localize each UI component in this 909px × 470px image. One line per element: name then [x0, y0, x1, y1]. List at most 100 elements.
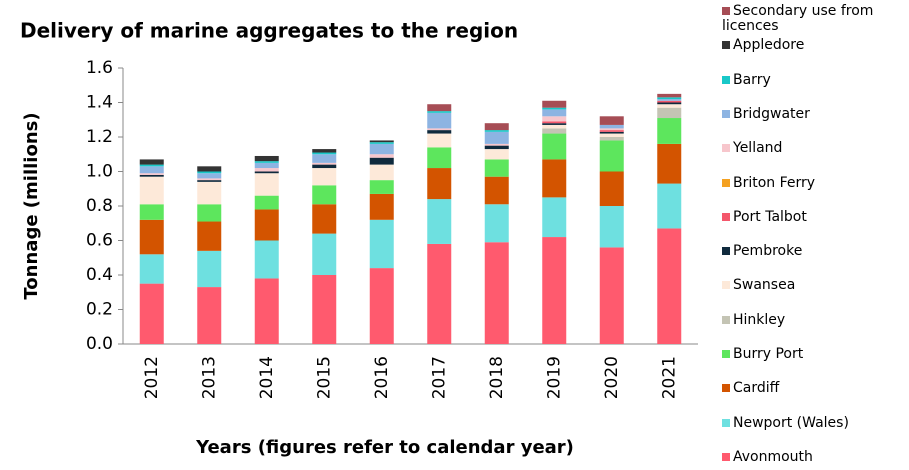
bar-segment [254, 240, 279, 279]
bar-segment [542, 124, 567, 129]
bar-segment [197, 178, 222, 181]
bar-segment [312, 204, 337, 234]
legend-label: Burry Port [733, 346, 804, 362]
legend-item: Pembroke [722, 244, 902, 259]
legend-item: Newport (Wales) [722, 414, 902, 431]
bar-segment [369, 193, 394, 220]
bar-segment [542, 109, 567, 117]
bar-segment [427, 111, 452, 113]
bar-segment [312, 275, 337, 344]
bar-segment [139, 204, 164, 220]
legend-label: Pembroke [733, 243, 803, 260]
legend-label: Briton Ferry [733, 174, 816, 191]
bar-segment [139, 166, 164, 174]
x-tick-label: 2013 [199, 356, 219, 399]
bar-segment [657, 99, 682, 101]
x-axis-title: Years (figures refer to calendar year) [195, 437, 574, 458]
bar-segment [312, 154, 337, 163]
legend-item: Cardiff [722, 381, 902, 396]
bar-segment [312, 185, 337, 205]
x-tick-label: 2019 [544, 356, 564, 399]
legend-label: Appledore [733, 37, 805, 54]
legend-label: Yelland [733, 140, 783, 157]
legend-item: Burry Port [722, 347, 902, 362]
bar-segment [197, 181, 222, 205]
bar-segment [484, 123, 509, 131]
y-tick-label: 0.6 [86, 231, 113, 251]
bar-segment [427, 147, 452, 169]
x-tick-label: 2012 [142, 356, 162, 399]
legend-item: Bridgwater [722, 106, 902, 122]
legend-swatch [722, 41, 730, 50]
bar-segment [599, 128, 624, 131]
bar-segment [484, 176, 509, 205]
legend-label: Hinkley [733, 311, 786, 328]
bar-segment [599, 171, 624, 206]
x-tick-label: 2018 [487, 356, 507, 399]
bar-segment [542, 197, 567, 238]
bar-segment [312, 149, 337, 153]
legend-label: Barry [733, 71, 771, 88]
bar-segment [657, 104, 682, 108]
legend-swatch [722, 75, 730, 84]
bar-segment [657, 228, 682, 344]
bar-segment [542, 121, 567, 124]
x-tick-label: 2020 [602, 356, 622, 399]
bar-segment [427, 199, 452, 244]
bar-segment [484, 149, 509, 160]
legend-label: Newport (Wales) [733, 414, 849, 431]
bar-segment [427, 243, 452, 344]
legend-label: Avonmouth [733, 448, 813, 465]
bar-segment [369, 180, 394, 194]
bar-segment [657, 102, 682, 105]
bar-segment [254, 173, 279, 196]
bar-segment [254, 161, 279, 163]
bar-segment [369, 140, 394, 143]
legend-swatch [722, 350, 730, 358]
bar-segment [484, 143, 509, 146]
bar-segment [542, 116, 567, 122]
bar-segment [542, 159, 567, 198]
y-axis-title: Tonnage (millions) [21, 112, 42, 299]
y-tick-label: 1.4 [86, 93, 113, 113]
x-tick-label: 2014 [257, 356, 277, 399]
bar-segment [484, 131, 509, 144]
legend-label: Cardiff [733, 380, 780, 397]
legend-item: Secondary use from licences [722, 4, 902, 34]
bar-segment [427, 128, 452, 131]
x-tick-label: 2015 [314, 356, 334, 399]
x-tick-label: 2016 [372, 356, 392, 399]
bar-segment [427, 133, 452, 148]
bar-segment [657, 143, 682, 184]
bar-segment [312, 162, 337, 165]
bar-segment [484, 242, 509, 344]
bar-segment [197, 204, 222, 222]
legend-item: Barry [722, 71, 902, 88]
legend-item: Avonmouth [722, 448, 902, 465]
y-tick-label: 1.2 [86, 127, 113, 147]
bar-segment [312, 164, 337, 169]
legend-item: Hinkley [722, 311, 902, 328]
y-tick-label: 0.4 [86, 265, 113, 285]
bar-segment [599, 131, 624, 134]
bar-segment [369, 154, 394, 158]
legend-swatch [722, 418, 730, 427]
bar-segment [599, 130, 624, 132]
bar-segment [542, 100, 567, 108]
bar-segment [139, 159, 164, 165]
bar-segment [542, 128, 567, 134]
legend-label: Port Talbot [733, 208, 807, 225]
bar-segment [657, 107, 682, 119]
legend-swatch [722, 109, 730, 118]
y-tick-label: 1.0 [86, 162, 113, 182]
bar-segment [139, 174, 164, 177]
bar-segment [599, 140, 624, 172]
bar-segment [599, 116, 624, 125]
bar-segment [657, 100, 682, 103]
legend-swatch [722, 315, 730, 324]
bar-segment [197, 250, 222, 288]
legend-item: Briton Ferry [722, 174, 902, 191]
bar-segment [197, 180, 222, 182]
bar-segment [427, 130, 452, 134]
bar-segment [139, 283, 164, 344]
